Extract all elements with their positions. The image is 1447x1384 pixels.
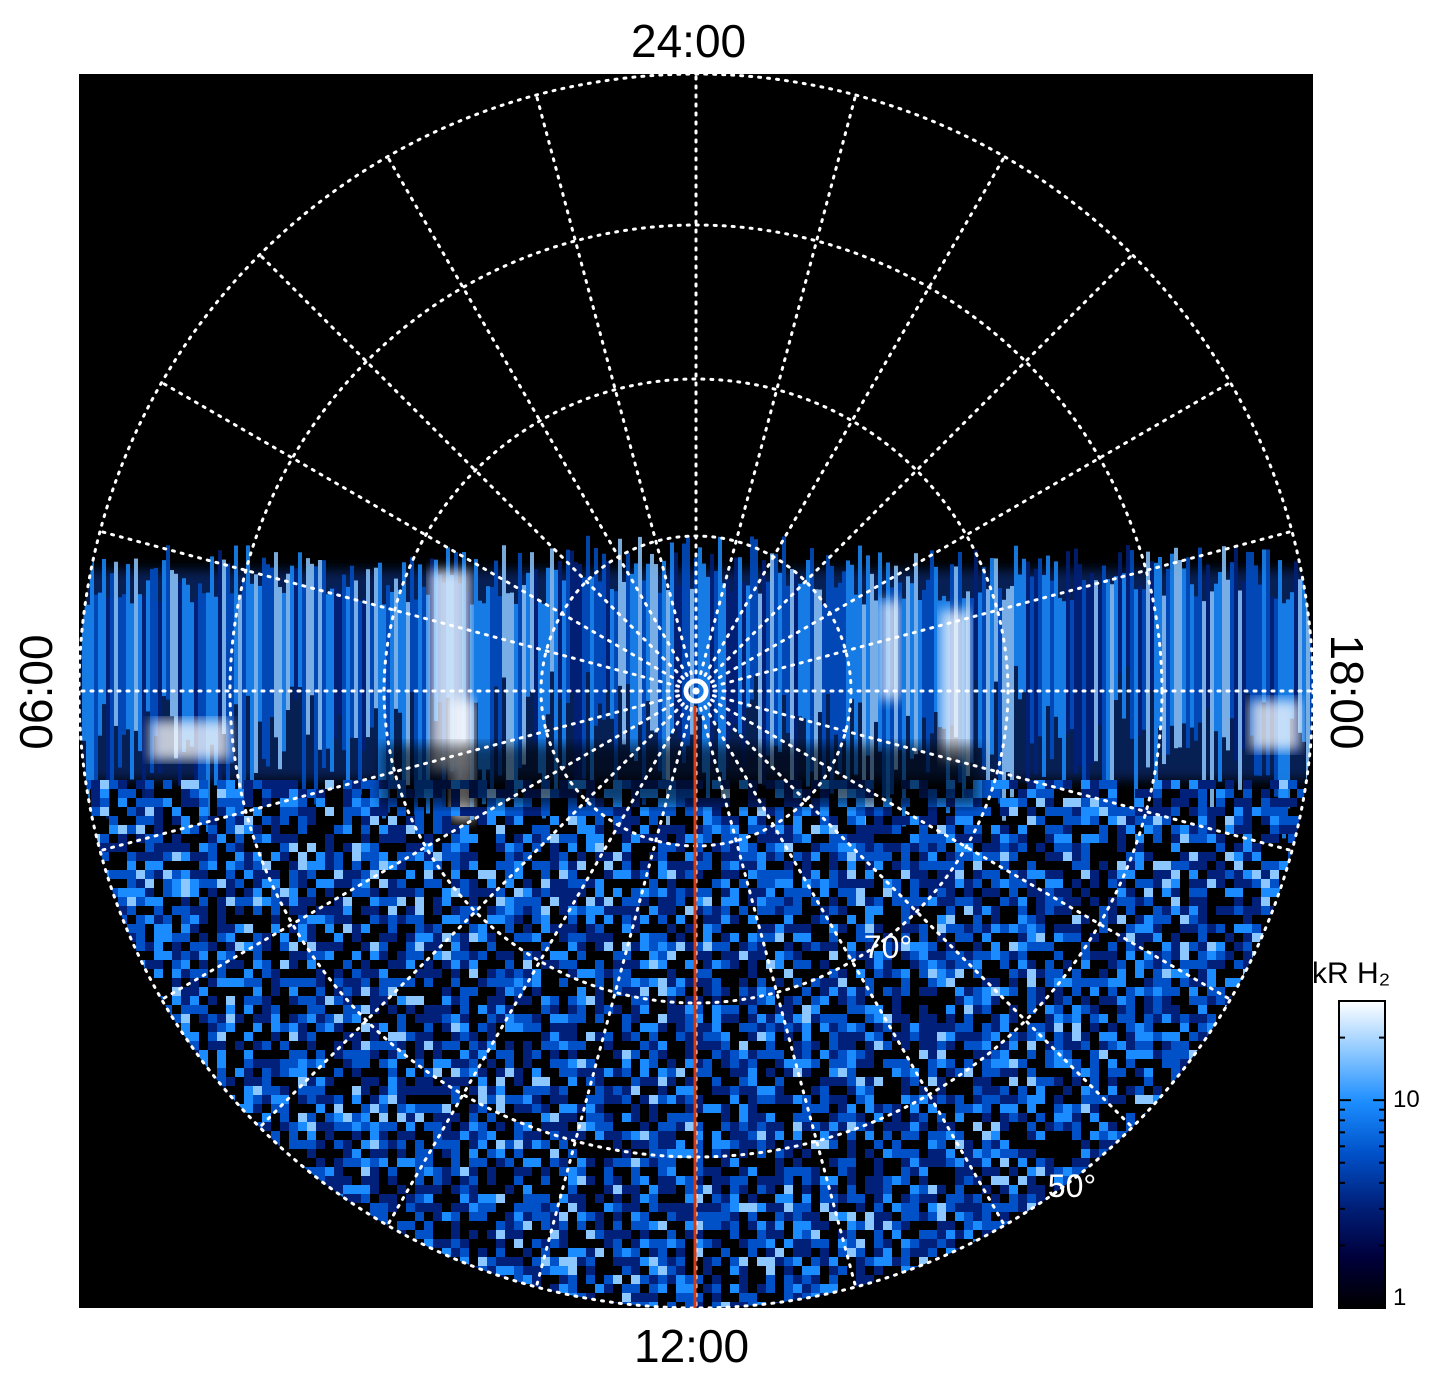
colorbar (1338, 1000, 1386, 1309)
latitude-label: 70° (864, 929, 912, 965)
local-time-label-left: 06:00 (10, 634, 62, 750)
colorbar-title: kR H₂ (1312, 957, 1391, 990)
pole-marker (683, 678, 709, 704)
local-time-label-right: 18:00 (1321, 634, 1373, 750)
local-time-label-top: 24:00 (631, 15, 747, 67)
local-time-label-bottom: 12:00 (634, 1320, 750, 1372)
colorbar-tick-label: 1 (1393, 1284, 1407, 1311)
outer-latitude-circle (77, 72, 1315, 1310)
latitude-label: 50° (1048, 1168, 1096, 1204)
colorbar-tick-label: 10 (1393, 1086, 1420, 1113)
